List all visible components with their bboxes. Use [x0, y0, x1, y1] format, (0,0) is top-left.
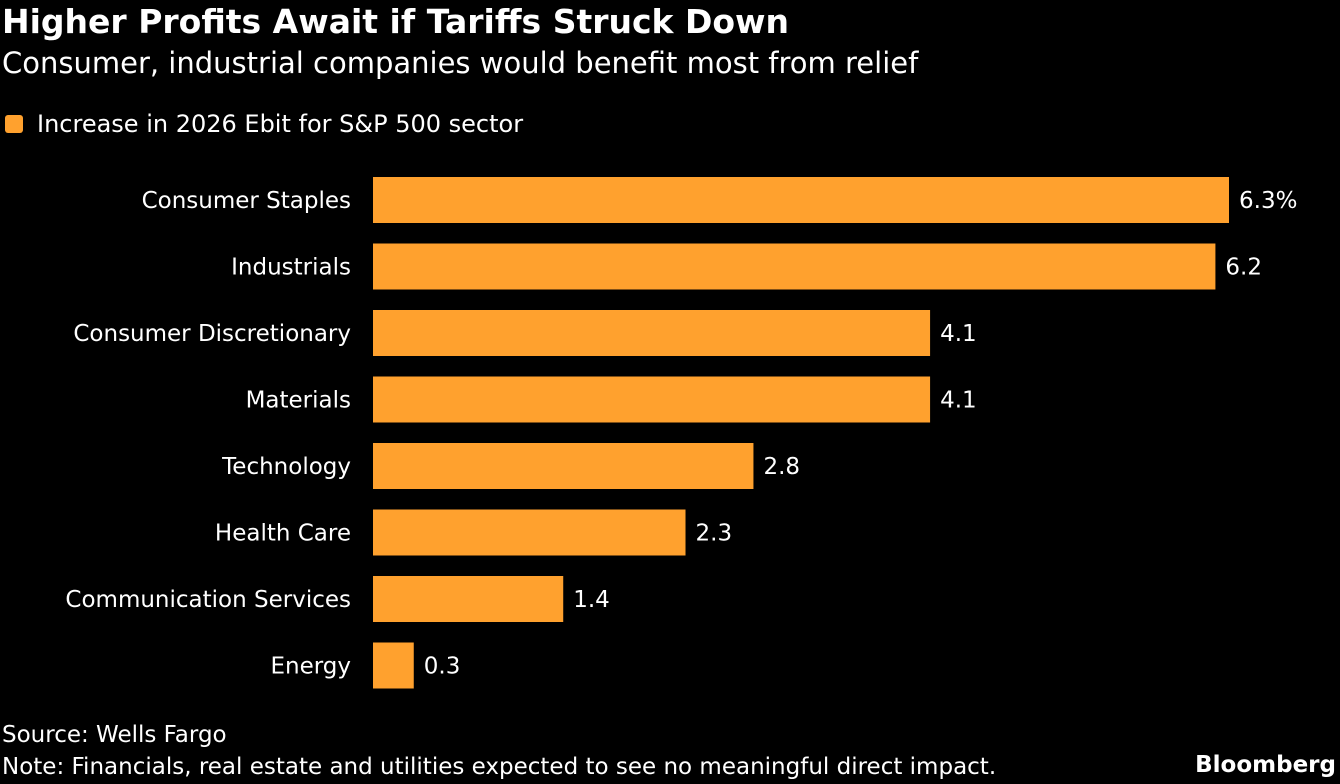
- data-label: 2.8: [763, 454, 800, 480]
- bar: [373, 376, 931, 423]
- bar: [373, 509, 686, 556]
- data-label: 6.3%: [1239, 188, 1297, 214]
- data-label: 4.1: [940, 321, 977, 347]
- chart-subtitle: Consumer, industrial companies would ben…: [2, 46, 919, 80]
- bar: [373, 443, 754, 489]
- bar: [373, 642, 414, 689]
- category-label: Consumer Discretionary: [73, 321, 351, 347]
- category-label: Health Care: [215, 521, 351, 547]
- data-label: 0.3: [424, 654, 461, 680]
- category-label: Materials: [246, 388, 351, 414]
- note-text: Note: Financials, real estate and utilit…: [2, 754, 997, 780]
- category-label: Industrials: [231, 255, 351, 281]
- data-label: 4.1: [940, 388, 977, 414]
- category-label: Technology: [221, 454, 351, 480]
- bloomberg-logo: Bloomberg: [1195, 752, 1336, 778]
- source-text: Source: Wells Fargo: [2, 722, 227, 748]
- legend: Increase in 2026 Ebit for S&P 500 sector: [5, 110, 523, 138]
- chart-title: Higher Profits Await if Tariffs Struck D…: [2, 2, 790, 41]
- legend-swatch: [5, 115, 23, 133]
- category-label: Communication Services: [65, 587, 351, 613]
- data-label: 2.3: [696, 521, 733, 547]
- category-label: Consumer Staples: [142, 188, 351, 214]
- data-label: 1.4: [573, 587, 610, 613]
- category-label: Energy: [270, 654, 351, 680]
- bar: [373, 177, 1229, 223]
- bar: [373, 576, 564, 622]
- bar: [373, 243, 1216, 290]
- bar: [373, 310, 931, 356]
- data-label: 6.2: [1225, 255, 1262, 281]
- legend-label: Increase in 2026 Ebit for S&P 500 sector: [37, 110, 524, 138]
